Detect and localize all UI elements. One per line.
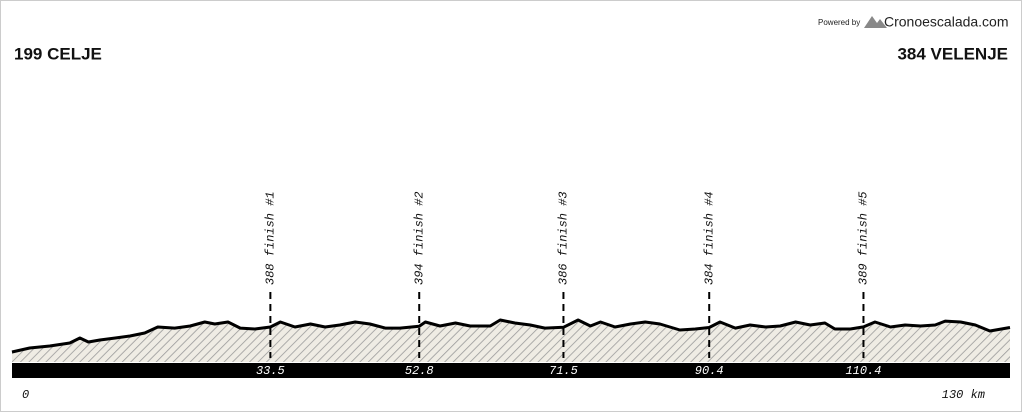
brand[interactable]: Cronoescalada.com (884, 14, 1009, 30)
finish-label: 386 finish #3 (557, 191, 571, 285)
finish-label: 394 finish #2 (412, 191, 426, 285)
x-label: 130 km (942, 388, 985, 402)
start-label: 199 CELJE (14, 44, 102, 63)
end-label: 384 VELENJE (897, 44, 1008, 63)
distance-bar (12, 363, 1010, 378)
powered-by: Powered by (818, 18, 860, 27)
finish-label: 388 finish #1 (264, 191, 278, 285)
finish-km: 33.5 (256, 364, 285, 378)
finish-km: 110.4 (845, 364, 881, 378)
finish-label: 384 finish #4 (702, 191, 716, 285)
finish-km: 71.5 (549, 364, 578, 378)
x-label: 0 (22, 388, 29, 402)
finish-km: 52.8 (405, 364, 434, 378)
finish-label: 389 finish #5 (857, 191, 871, 285)
brand-logo (864, 16, 887, 28)
profile-line (11, 318, 1011, 354)
finish-km: 90.4 (695, 364, 724, 378)
profile-area (12, 320, 1010, 362)
